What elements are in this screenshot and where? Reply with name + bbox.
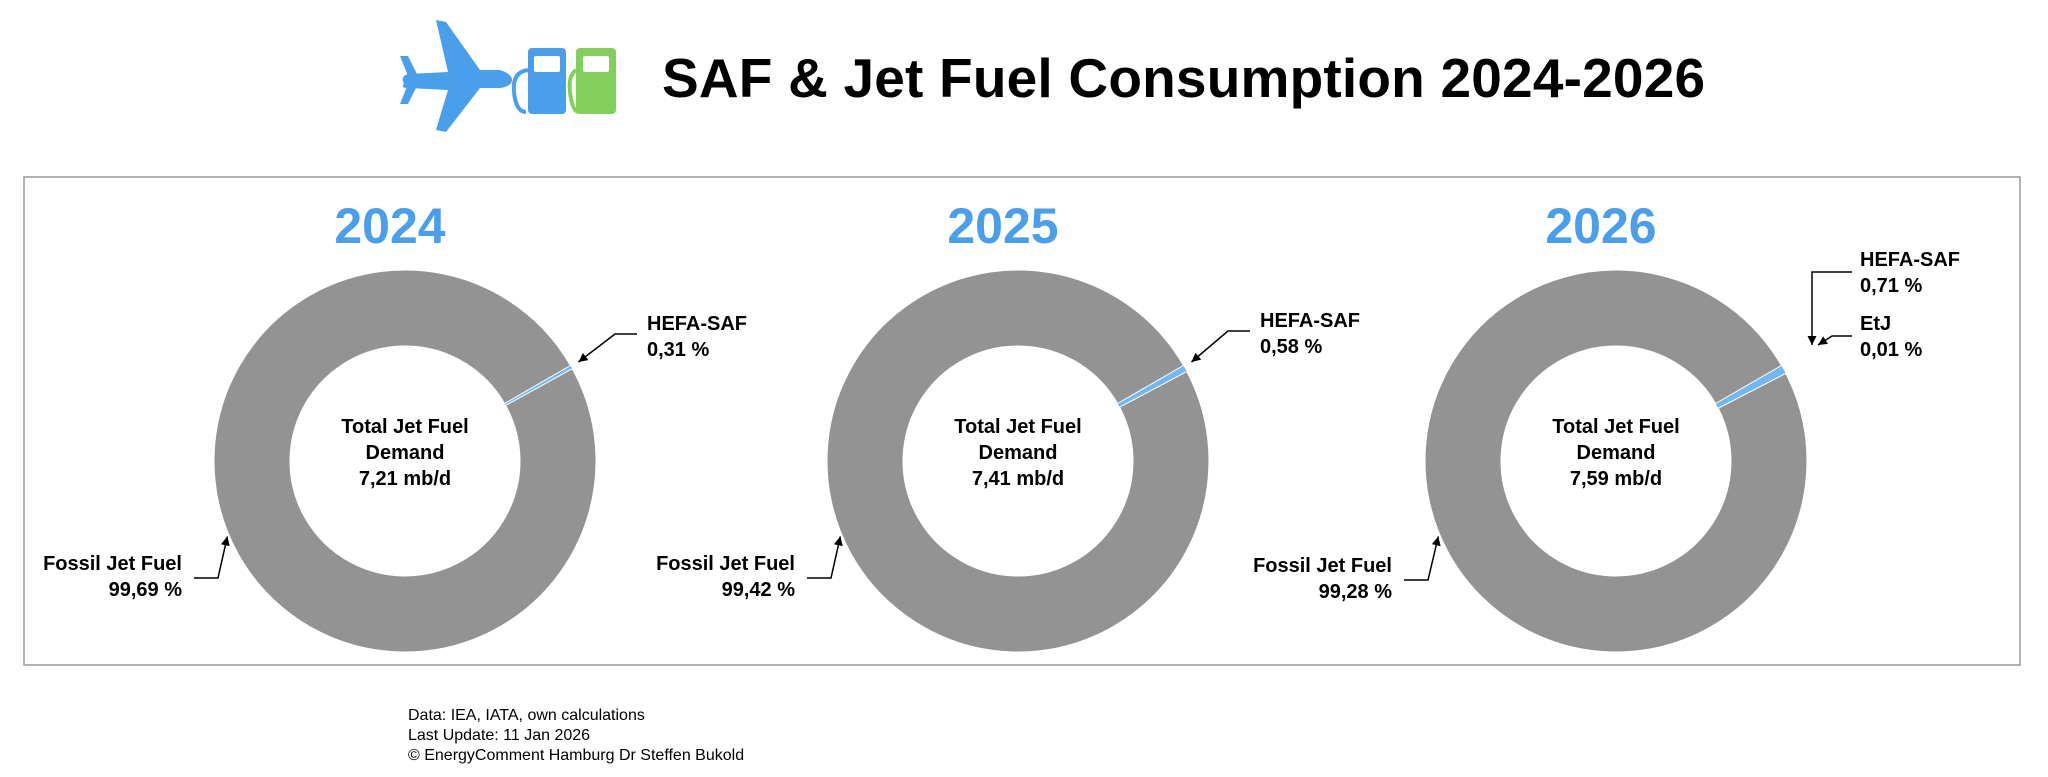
center-label: Total Jet Fuel: [954, 416, 1081, 438]
etj-label-value: 0,01 %: [1860, 339, 1922, 361]
center-label: 7,21 mb/d: [359, 468, 451, 490]
header-icons: [400, 20, 616, 132]
saf-label-name: HEFA-SAF: [1260, 310, 1360, 332]
saf-label-name: HEFA-SAF: [647, 313, 747, 335]
center-label: Demand: [366, 442, 445, 464]
fossil-label-value: 99,42 %: [722, 579, 796, 601]
chart-title: 2025: [947, 198, 1058, 254]
donut-slice-hefa-saf: [504, 365, 573, 406]
saf-label-name: HEFA-SAF: [1860, 249, 1960, 271]
fossil-label-name: Fossil Jet Fuel: [1253, 555, 1392, 577]
fossil-label-name: Fossil Jet Fuel: [656, 553, 795, 575]
fossil-label-value: 99,69 %: [109, 579, 183, 601]
donut-slice-fossil-jet-fuel: [1424, 269, 1808, 653]
etj-leader-arrow-head: [1818, 336, 1829, 345]
fuel-pump-icon: [567, 48, 616, 114]
donut-slice-hefa-saf: [1715, 365, 1786, 408]
center-label: Demand: [979, 442, 1058, 464]
etj-label-name: EtJ: [1860, 313, 1891, 335]
donut-slice-fossil-jet-fuel: [826, 269, 1210, 653]
fossil-label-value: 99,28 %: [1319, 581, 1393, 603]
saf-label-value: 0,71 %: [1860, 275, 1922, 297]
fossil-leader-arrow-head: [220, 536, 230, 547]
saf-leader-arrow-head: [578, 352, 589, 362]
saf-leader-arrow-head: [1807, 336, 1817, 345]
chart-title: 2024: [334, 198, 445, 254]
chart-frame: [23, 176, 2021, 666]
saf-leader-arrow: [578, 333, 637, 363]
fossil-label-name: Fossil Jet Fuel: [43, 553, 182, 575]
center-label: Total Jet Fuel: [1552, 416, 1679, 438]
fuel-pump-icon: [511, 48, 566, 114]
fossil-leader-arrow: [807, 536, 842, 579]
page-title: SAF & Jet Fuel Consumption 2024-2026: [662, 47, 1706, 109]
fossil-leader-arrow: [1404, 536, 1440, 581]
center-label: 7,59 mb/d: [1570, 468, 1662, 490]
airplane-icon: [400, 20, 512, 132]
center-label: 7,41 mb/d: [972, 468, 1064, 490]
saf-leader-arrow: [1190, 330, 1250, 363]
saf-label-value: 0,58 %: [1260, 336, 1322, 358]
chart-title: 2026: [1545, 198, 1656, 254]
footer-copyright: © EnergyComment Hamburg Dr Steffen Bukol…: [408, 747, 745, 764]
footer-update: Last Update: 11 Jan 2026: [408, 727, 591, 744]
donut-slice-hefa-saf: [1117, 365, 1187, 408]
saf-label-value: 0,31 %: [647, 339, 709, 361]
fossil-leader-arrow-head: [1431, 536, 1441, 547]
fossil-leader-arrow: [194, 536, 229, 579]
donut-slice-fossil-jet-fuel: [213, 269, 597, 653]
saf-leader-arrow-head: [1191, 352, 1202, 362]
footer: Data: IEA, IATA, own calculations Last U…: [408, 706, 744, 766]
fossil-leader-arrow-head: [833, 536, 843, 547]
center-label: Total Jet Fuel: [341, 416, 468, 438]
saf-leader-arrow: [1811, 271, 1852, 345]
center-label: Demand: [1577, 442, 1656, 464]
footer-source: Data: IEA, IATA, own calculations: [408, 707, 645, 724]
